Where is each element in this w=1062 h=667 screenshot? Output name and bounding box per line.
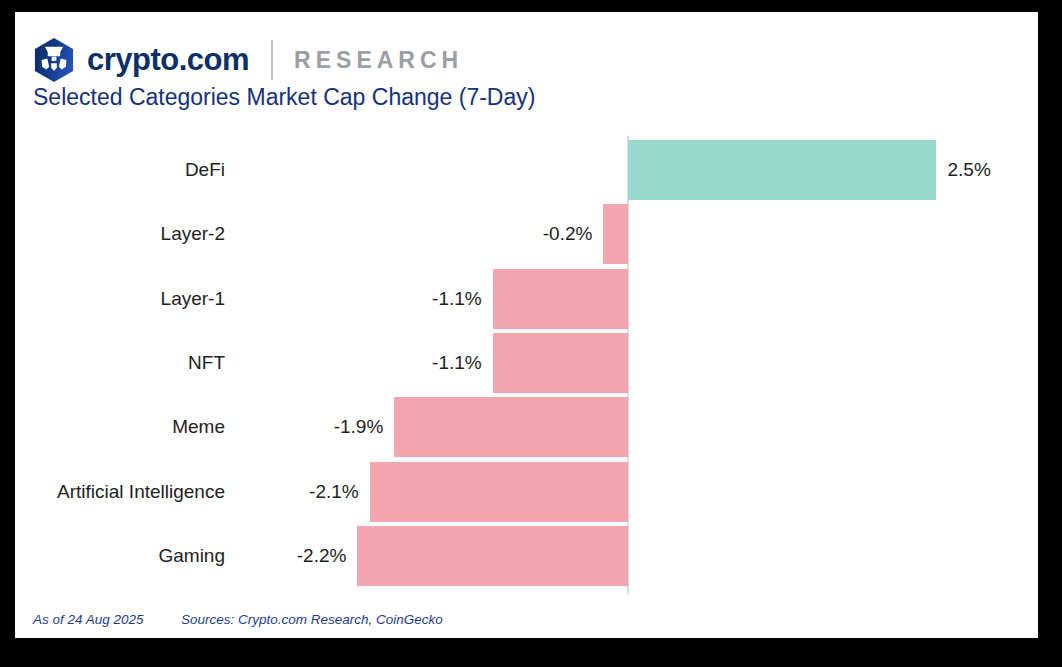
sources-note: Sources: Crypto.com Research, CoinGecko <box>181 612 443 627</box>
value-label: -1.9% <box>334 397 384 457</box>
bar-artificial-intelligence <box>370 462 628 522</box>
as-of-date: As of 24 Aug 2025 <box>33 612 144 627</box>
value-label: -2.1% <box>309 462 359 522</box>
category-label: Meme <box>15 397 225 457</box>
chart-row: Artificial Intelligence -2.1% <box>15 462 1038 522</box>
category-label: Artificial Intelligence <box>15 462 225 522</box>
category-label: Gaming <box>15 526 225 586</box>
chart-row: Layer-2 -0.2% <box>15 204 1038 264</box>
bar-meme <box>394 397 628 457</box>
value-label: -2.2% <box>297 526 347 586</box>
bar-layer-1 <box>493 269 628 329</box>
value-label: 2.5% <box>948 140 991 200</box>
bar-defi <box>628 140 936 200</box>
bar-nft <box>493 333 628 393</box>
chart-row: DeFi 2.5% <box>15 140 1038 200</box>
chart-row: Meme -1.9% <box>15 397 1038 457</box>
category-label: NFT <box>15 333 225 393</box>
value-label: -1.1% <box>432 333 482 393</box>
category-label: DeFi <box>15 140 225 200</box>
bar-chart: DeFi 2.5% Layer-2 -0.2% Layer-1 -1.1% NFT -1.1%… <box>15 12 1038 638</box>
chart-row: Layer-1 -1.1% <box>15 269 1038 329</box>
value-label: -0.2% <box>543 204 593 264</box>
report-card: crypto.com RESEARCH Selected Categories … <box>15 12 1038 638</box>
chart-row: NFT -1.1% <box>15 333 1038 393</box>
chart-row: Gaming -2.2% <box>15 526 1038 586</box>
category-label: Layer-1 <box>15 269 225 329</box>
bar-layer-2 <box>603 204 628 264</box>
value-label: -1.1% <box>432 269 482 329</box>
bar-gaming <box>357 526 628 586</box>
category-label: Layer-2 <box>15 204 225 264</box>
